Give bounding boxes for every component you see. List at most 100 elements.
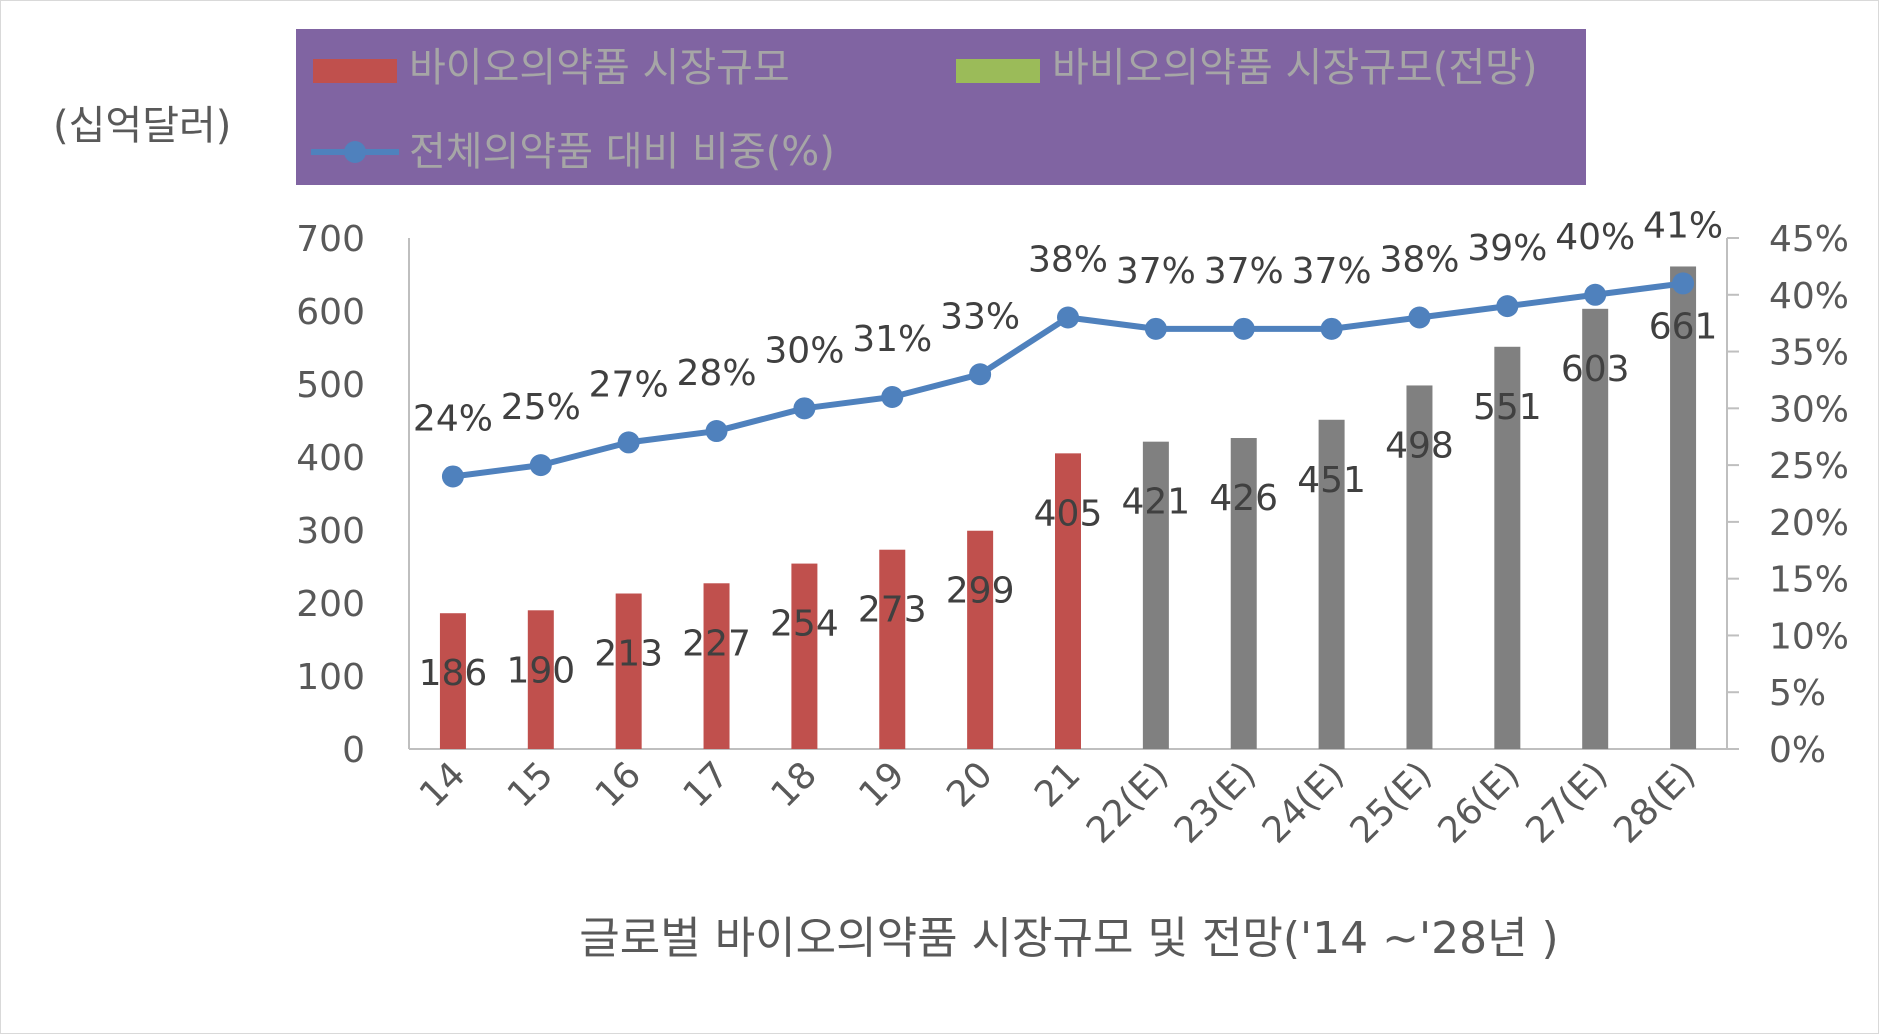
x-tick-label: 17 [676, 754, 737, 815]
share-data-label: 33% [940, 296, 1020, 337]
x-tick-label: 24(E) [1255, 754, 1352, 851]
legend-label-bio-forecast: 바비오의약품 시장규모(전망) [1052, 45, 1538, 91]
bar-data-label: 213 [594, 634, 663, 675]
x-tick-label: 23(E) [1167, 754, 1264, 851]
share-data-label: 37% [1116, 251, 1196, 292]
bar-data-label: 426 [1209, 478, 1278, 519]
legend-swatch-bio-market [313, 59, 397, 83]
share-point [1496, 295, 1519, 318]
y-axis-unit-label: (십억달러) [53, 103, 231, 149]
chart-title: 글로벌 바이오의약품 시장규모 및 전망('14 ~'28년 ) [579, 913, 1558, 964]
y-tick-label: 300 [296, 511, 365, 552]
share-data-label: 38% [1028, 239, 1108, 280]
y2-tick-label: 30% [1769, 389, 1849, 430]
bar [1142, 441, 1169, 749]
bar-data-label: 254 [770, 604, 839, 645]
x-tick-label: 15 [500, 754, 561, 815]
bar [703, 583, 730, 749]
y-tick-label: 700 [296, 219, 365, 260]
share-point [617, 431, 640, 454]
y2-tick-label: 0% [1769, 730, 1826, 771]
bar [1406, 385, 1433, 749]
bar [615, 593, 642, 749]
share-data-label: 37% [1204, 251, 1284, 292]
y-tick-label: 600 [296, 292, 365, 333]
y-tick-label: 200 [296, 584, 365, 625]
bar [879, 549, 906, 749]
legend-box [296, 29, 1586, 185]
y-tick-label: 100 [296, 657, 365, 698]
y2-tick-label: 20% [1769, 503, 1849, 544]
share-data-label: 38% [1379, 239, 1459, 280]
bar-data-label: 421 [1122, 482, 1191, 523]
legend-label-share: 전체의약품 대비 비중(%) [409, 129, 835, 175]
share-point [969, 363, 992, 386]
y2-tick-label: 10% [1769, 616, 1849, 657]
bar-data-label: 405 [1034, 493, 1103, 534]
share-data-label: 37% [1292, 251, 1372, 292]
bar-data-label: 227 [682, 623, 751, 664]
y-tick-label: 500 [296, 365, 365, 406]
share-point [881, 385, 904, 408]
legend-label-bio-market: 바이오의약품 시장규모 [409, 45, 790, 91]
bar [439, 613, 466, 749]
bar [967, 530, 994, 749]
share-point [529, 454, 552, 477]
bar-data-label: 273 [858, 590, 927, 631]
legend-marker-share [344, 141, 366, 163]
y2-tick-label: 5% [1769, 673, 1826, 714]
bar [1670, 266, 1697, 749]
bar-data-label: 661 [1649, 306, 1718, 347]
x-tick-label: 21 [1027, 754, 1088, 815]
share-data-label: 31% [852, 319, 932, 360]
x-tick-label: 20 [939, 754, 1000, 815]
bar [527, 610, 554, 749]
bar-data-label: 186 [419, 653, 488, 694]
share-data-label: 40% [1555, 217, 1635, 258]
y2-tick-label: 25% [1769, 446, 1849, 487]
bar [1230, 438, 1257, 749]
y2-tick-label: 35% [1769, 333, 1849, 374]
share-point [705, 420, 728, 443]
y2-tick-label: 45% [1769, 219, 1849, 260]
x-tick-label: 28(E) [1606, 754, 1703, 851]
share-data-label: 39% [1467, 228, 1547, 269]
plot-area: 0 100 200 300 400 500 600 700 0% 5% 10% 15% 20% 25% 30… [296, 205, 1849, 851]
share-data-label: 24% [413, 398, 493, 439]
share-data-label: 25% [501, 387, 581, 428]
x-tick-label: 25(E) [1343, 754, 1440, 851]
share-point [1408, 306, 1431, 329]
bar [791, 563, 818, 749]
x-tick-label: 27(E) [1518, 754, 1615, 851]
y2-tick-label: 15% [1769, 560, 1849, 601]
x-tick-label: 18 [764, 754, 825, 815]
bar [1318, 419, 1345, 749]
x-tick-label: 16 [588, 754, 649, 815]
share-point [793, 397, 816, 420]
share-point [1057, 306, 1079, 329]
share-point [1584, 283, 1607, 306]
legend-swatch-bio-forecast [956, 59, 1040, 83]
x-tick-label: 19 [851, 754, 912, 815]
share-point [1232, 317, 1255, 340]
bar [1055, 453, 1081, 749]
share-point [441, 465, 464, 488]
y-tick-label: 0 [342, 730, 365, 771]
share-data-label: 27% [589, 364, 669, 405]
bar-data-label: 498 [1385, 425, 1454, 466]
bar [1494, 346, 1521, 749]
share-data-label: 41% [1643, 205, 1723, 246]
share-point [1672, 272, 1695, 295]
y2-tick-label: 40% [1769, 276, 1849, 317]
share-point [1144, 317, 1167, 340]
x-tick-label: 14 [412, 754, 473, 815]
y-tick-label: 400 [296, 438, 365, 479]
bar-data-label: 190 [506, 650, 575, 691]
share-point [1320, 317, 1343, 340]
bar-data-label: 451 [1297, 460, 1366, 501]
bar-data-label: 603 [1561, 349, 1630, 390]
bar-data-label: 299 [946, 571, 1015, 612]
x-tick-label: 22(E) [1079, 754, 1176, 851]
